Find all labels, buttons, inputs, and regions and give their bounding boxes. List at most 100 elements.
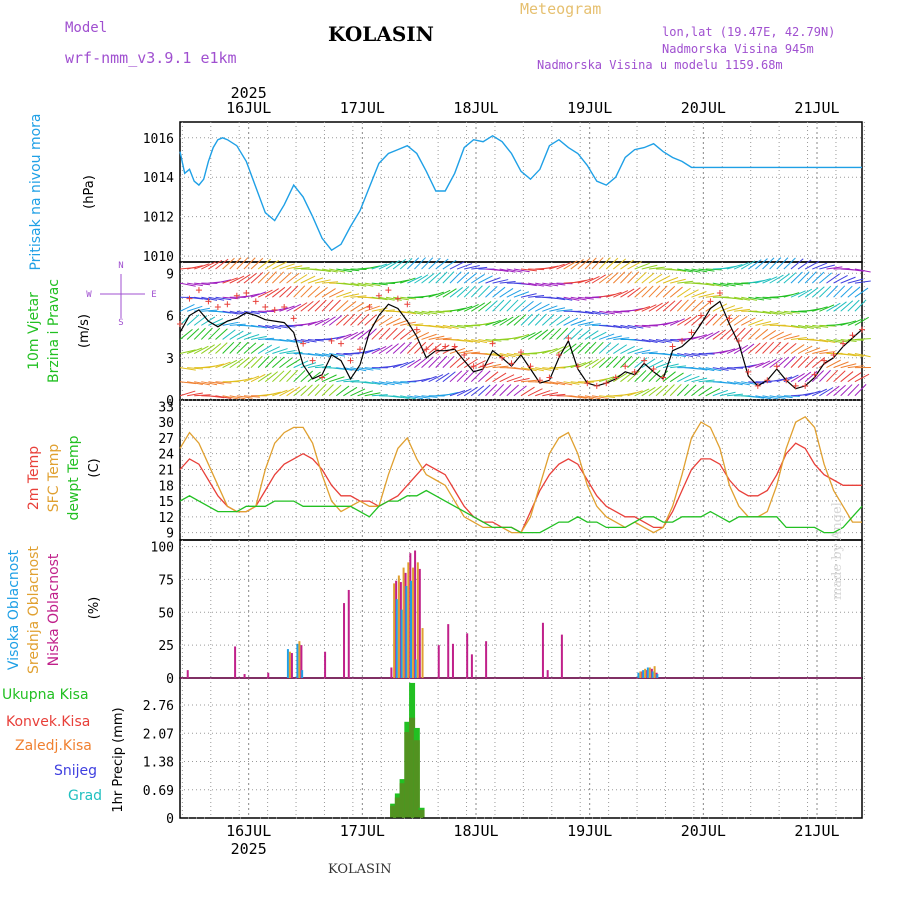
wind-barb bbox=[520, 300, 534, 312]
gust-marker bbox=[679, 337, 686, 344]
y-tick-label: 75 bbox=[158, 573, 174, 588]
gust-marker bbox=[697, 312, 704, 319]
wind-barb bbox=[740, 327, 753, 340]
wind-barb bbox=[520, 293, 537, 298]
wind-barb bbox=[449, 271, 462, 284]
wind-barb bbox=[811, 286, 825, 298]
wind-ylabel-main: 10m Vjetar bbox=[26, 292, 42, 370]
wind-barb bbox=[726, 306, 743, 312]
temp-line-0 bbox=[179, 442, 862, 534]
wind-barb bbox=[698, 332, 714, 340]
panel-frame-precip bbox=[179, 677, 863, 819]
wind-barb bbox=[804, 356, 818, 368]
wind-barb bbox=[506, 299, 519, 312]
wind-barb bbox=[790, 324, 807, 329]
wind-barb bbox=[449, 356, 463, 368]
wind-barb bbox=[442, 324, 459, 329]
wind-barb bbox=[797, 259, 812, 270]
wind-barb bbox=[591, 257, 604, 270]
wind-barb bbox=[648, 302, 663, 312]
wind-barb bbox=[421, 333, 437, 340]
wind-barb bbox=[243, 310, 260, 315]
wind-barb bbox=[229, 330, 244, 340]
wind-barb bbox=[790, 355, 803, 368]
wind-barb bbox=[449, 307, 466, 312]
wind-barb bbox=[712, 313, 725, 326]
y-tick-label: 1010 bbox=[143, 250, 174, 265]
wind-barb bbox=[385, 327, 398, 340]
gust-marker bbox=[243, 289, 250, 296]
wind-barb bbox=[343, 379, 360, 383]
wind-barb bbox=[783, 324, 800, 329]
wind-barb bbox=[634, 349, 651, 355]
wind-barb bbox=[719, 381, 736, 385]
wind-barb bbox=[762, 276, 778, 284]
wind-barb bbox=[556, 261, 572, 270]
wind-barb bbox=[598, 273, 613, 284]
wind-barb bbox=[286, 265, 303, 270]
wind-barb bbox=[783, 272, 797, 284]
wind-barb bbox=[456, 271, 470, 284]
wind-barb bbox=[307, 384, 320, 397]
top-day-label: 19JUL bbox=[567, 99, 612, 117]
y-tick-label: 1016 bbox=[143, 132, 174, 147]
panel-frame-temperature bbox=[179, 399, 863, 541]
wind-barb bbox=[634, 306, 651, 312]
gust-marker bbox=[319, 374, 326, 381]
wind-barb bbox=[400, 321, 416, 326]
gust-marker bbox=[546, 374, 553, 381]
wind-barb bbox=[250, 271, 264, 284]
wind-barb bbox=[826, 302, 841, 312]
wind-barb bbox=[634, 357, 648, 369]
wind-barb bbox=[641, 264, 658, 270]
wind-barb bbox=[335, 385, 350, 397]
wind-barb bbox=[471, 266, 488, 270]
wind-barb bbox=[698, 282, 715, 286]
wind-barb bbox=[662, 276, 679, 284]
wind-barb bbox=[400, 395, 417, 400]
cloud-bar-low bbox=[300, 645, 303, 678]
wind-barb bbox=[257, 355, 270, 368]
y-tick-label: 21 bbox=[158, 463, 174, 478]
wind-barb bbox=[485, 285, 498, 298]
wind-barb bbox=[314, 383, 327, 397]
wind-barb bbox=[400, 310, 417, 315]
wind-barb bbox=[442, 288, 457, 298]
gust-marker bbox=[290, 315, 297, 322]
wind-barb bbox=[598, 342, 612, 354]
wind-barb bbox=[797, 288, 813, 298]
wind-barb bbox=[712, 303, 728, 312]
gust-marker bbox=[356, 346, 363, 353]
gust-marker bbox=[300, 340, 307, 347]
wind-barb bbox=[605, 343, 620, 354]
gust-marker bbox=[366, 304, 373, 311]
wind-barb bbox=[819, 304, 835, 312]
wind-barb bbox=[535, 282, 551, 287]
wind-barb bbox=[435, 258, 449, 270]
wind-barb bbox=[385, 296, 402, 301]
wind-barb bbox=[343, 331, 358, 340]
wind-barb bbox=[812, 388, 828, 397]
wind-barb bbox=[194, 282, 211, 286]
wind-barb bbox=[783, 310, 800, 314]
wind-barb bbox=[435, 324, 452, 329]
wind-barb bbox=[378, 309, 395, 312]
wind-barb bbox=[179, 367, 196, 371]
wind-barb bbox=[662, 320, 679, 326]
wind-barb bbox=[826, 266, 843, 270]
wind-barb bbox=[478, 275, 493, 284]
precip-legend-0: Ukupna Kisa bbox=[2, 687, 89, 703]
wind-barb bbox=[541, 328, 555, 340]
wind-barb bbox=[641, 304, 657, 312]
wind-barb bbox=[371, 381, 388, 386]
cloud-ylabel-high: Visoka Oblacnost bbox=[6, 549, 22, 670]
wind-barb bbox=[421, 375, 437, 383]
wind-barb bbox=[584, 330, 599, 340]
wind-barb bbox=[463, 272, 477, 284]
wind-barb bbox=[350, 302, 365, 312]
wind-barb bbox=[456, 263, 473, 270]
wind-barb bbox=[392, 361, 409, 369]
wind-barb bbox=[400, 296, 417, 300]
wind-barb bbox=[456, 349, 473, 355]
wind-barb bbox=[492, 286, 506, 298]
